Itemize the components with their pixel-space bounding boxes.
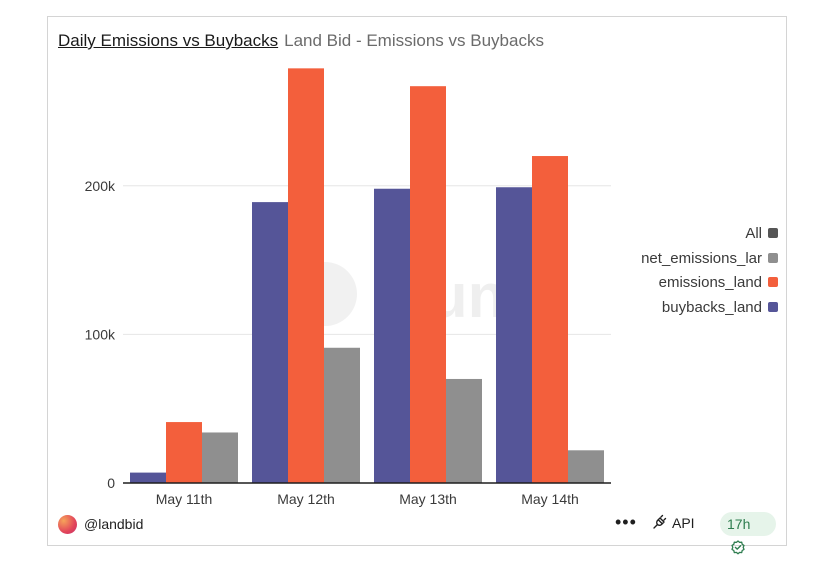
legend-item-emissions[interactable]: emissions_land bbox=[641, 271, 778, 296]
legend-label: buybacks_land bbox=[661, 298, 762, 316]
plug-icon bbox=[653, 515, 667, 529]
author-handle[interactable]: @landbid bbox=[84, 516, 144, 532]
bar-buybacks-land bbox=[252, 202, 288, 483]
legend-item-net-emissions[interactable]: net_emissions_lar bbox=[641, 247, 778, 272]
bar-emissions-land bbox=[288, 68, 324, 484]
bar-emissions-land bbox=[532, 156, 568, 483]
legend-swatch bbox=[768, 277, 778, 288]
legend-swatch bbox=[768, 252, 778, 263]
x-tick-label: May 14th bbox=[521, 491, 579, 507]
bar-buybacks-land bbox=[496, 187, 532, 484]
bar-net-emissions-land bbox=[202, 432, 238, 483]
y-tick-label: 200k bbox=[85, 178, 116, 194]
card-footer: @landbid ••• API 17h bbox=[58, 512, 776, 555]
more-options-button[interactable]: ••• bbox=[615, 512, 637, 532]
legend-label: net_emissions_lar bbox=[641, 249, 762, 267]
bar-emissions-land bbox=[166, 422, 202, 483]
x-tick-label: May 13th bbox=[399, 491, 457, 507]
x-tick-label: May 11th bbox=[156, 491, 213, 507]
api-label: API bbox=[672, 515, 695, 531]
chart-title-link[interactable]: Daily Emissions vs Buybacks bbox=[58, 31, 279, 50]
chart-card: Daily Emissions vs Buybacks Land Bid - Em… bbox=[47, 16, 787, 555]
legend-swatch bbox=[768, 301, 778, 312]
avatar[interactable] bbox=[58, 515, 77, 534]
freshness-label: 17h bbox=[727, 516, 751, 532]
bar-net-emissions-land bbox=[324, 347, 360, 483]
freshness-badge[interactable]: 17h bbox=[720, 512, 776, 555]
verified-check-icon bbox=[731, 540, 745, 555]
x-tick-label: May 12th bbox=[277, 491, 335, 507]
legend-item-buybacks[interactable]: buybacks_land bbox=[641, 296, 778, 321]
bar-buybacks-land bbox=[130, 472, 166, 483]
bar-net-emissions-land bbox=[446, 378, 482, 483]
chart-subtitle: Land Bid - Emissions vs Buybacks bbox=[284, 31, 544, 50]
y-tick-label: 0 bbox=[107, 475, 115, 491]
chart-header: Daily Emissions vs Buybacks Land Bid - Em… bbox=[58, 31, 544, 51]
y-tick-label: 100k bbox=[85, 326, 116, 342]
legend-item-all[interactable]: All bbox=[641, 222, 778, 247]
legend: All net_emissions_lar emissions_land buy… bbox=[641, 222, 778, 320]
legend-label: emissions_land bbox=[658, 274, 762, 291]
bar-emissions-land bbox=[410, 86, 446, 483]
legend-label: All bbox=[745, 225, 762, 242]
bar-net-emissions-land bbox=[568, 450, 604, 483]
legend-swatch bbox=[768, 228, 778, 239]
api-button[interactable]: API bbox=[652, 515, 695, 532]
bar-buybacks-land bbox=[374, 188, 410, 484]
